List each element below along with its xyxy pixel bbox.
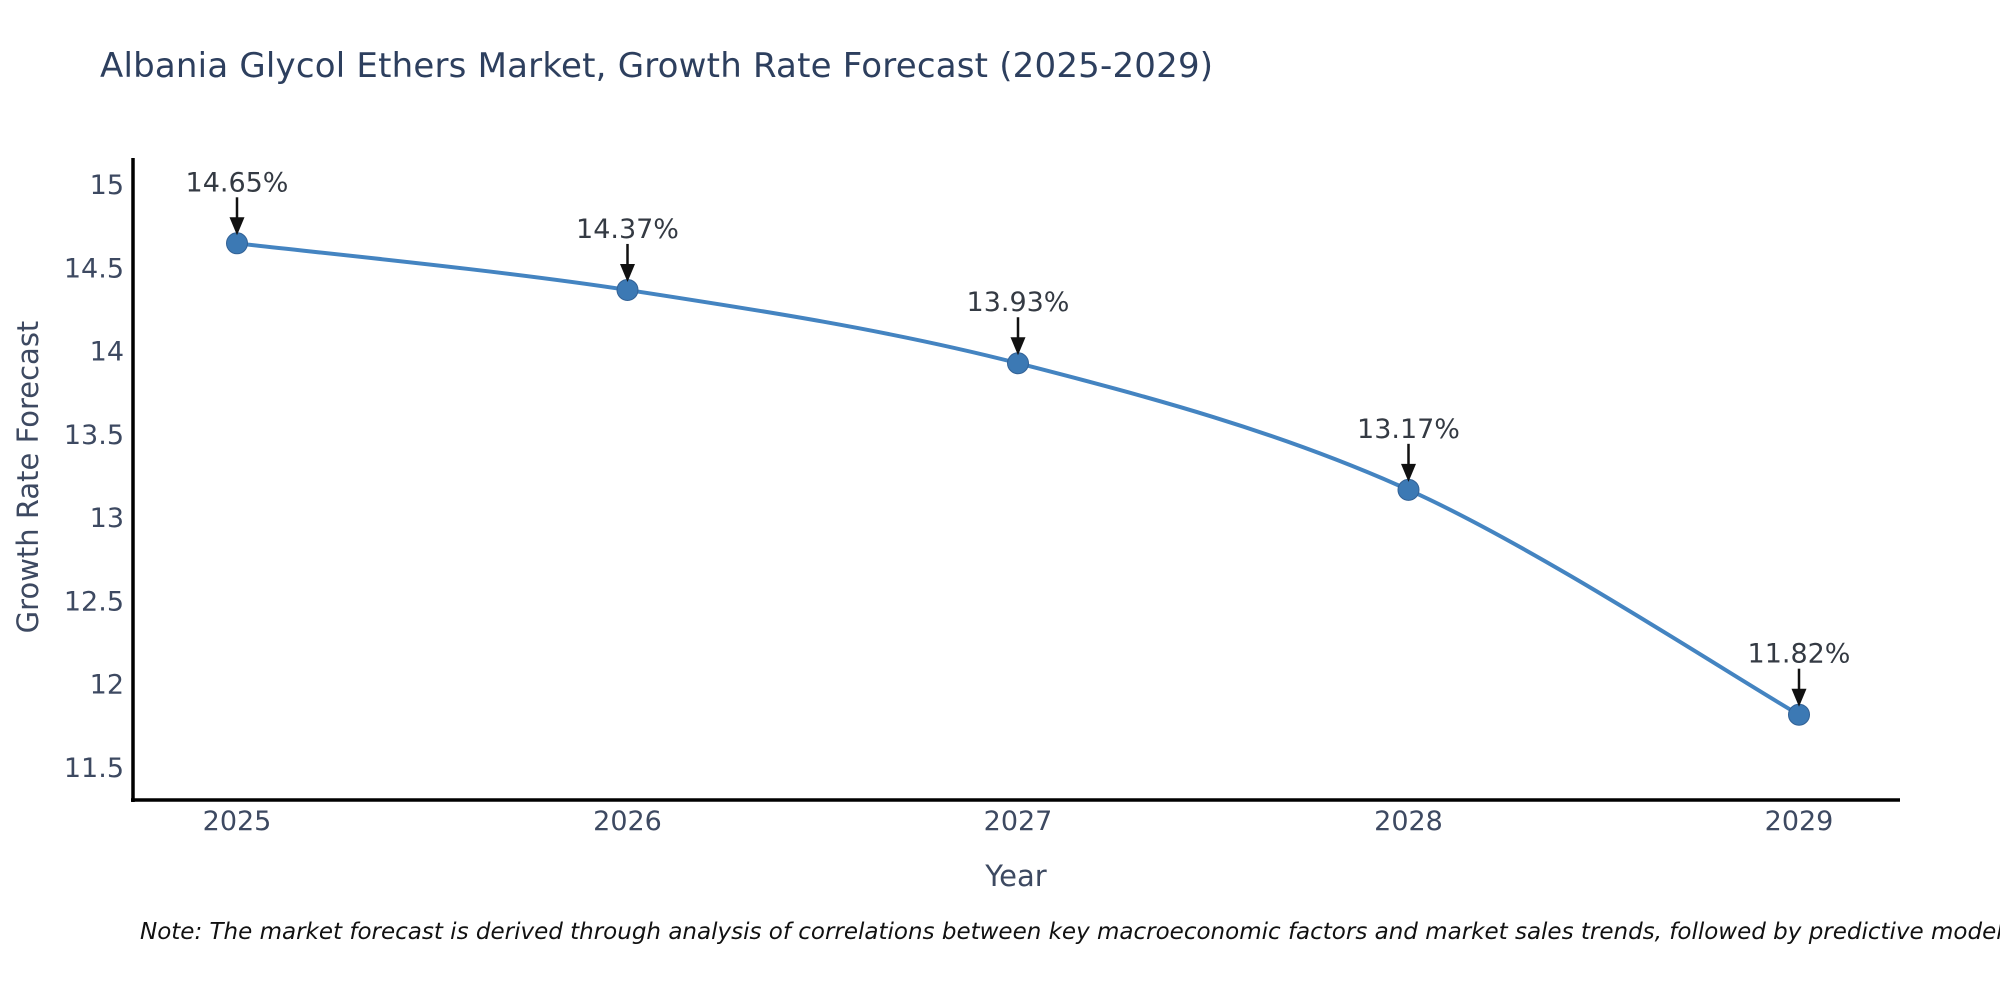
annotation-arrowhead-icon — [620, 263, 635, 282]
data-point-marker — [226, 232, 248, 255]
data-point-marker — [1397, 478, 1420, 501]
y-tick-label: 14 — [90, 337, 124, 368]
annotation-arrowhead-icon — [1401, 463, 1416, 482]
x-tick-label: 2028 — [1374, 806, 1443, 837]
y-tick-label: 12.5 — [64, 586, 124, 617]
y-tick-label: 13.5 — [64, 420, 124, 451]
annotation-label: 13.93% — [967, 287, 1070, 318]
annotation-arrowhead-icon — [1010, 337, 1026, 356]
y-tick-label: 11.5 — [64, 753, 124, 784]
x-axis-title: Year — [985, 859, 1047, 893]
x-tick-label: 2026 — [593, 806, 662, 837]
x-tick-label: 2029 — [1765, 806, 1834, 837]
y-tick-label: 13 — [90, 503, 124, 534]
annotation-arrowhead-icon — [229, 217, 245, 236]
x-tick-label: 2027 — [984, 806, 1053, 837]
y-tick-label: 14.5 — [64, 253, 124, 284]
data-point-marker — [1007, 352, 1029, 375]
data-point-marker — [616, 278, 639, 301]
annotation-arrowhead-icon — [1791, 688, 1807, 707]
chart-title: Albania Glycol Ethers Market, Growth Rat… — [100, 46, 1214, 86]
annotation-label: 13.17% — [1357, 414, 1460, 445]
footnote: Note: The market forecast is derived thr… — [140, 919, 2000, 945]
data-point-marker — [1788, 703, 1810, 726]
y-tick-label: 15 — [90, 170, 124, 201]
annotation-label: 14.65% — [186, 167, 289, 198]
annotation-label: 14.37% — [576, 214, 679, 245]
annotation-label: 11.82% — [1748, 639, 1851, 670]
x-tick-label: 2025 — [203, 806, 272, 837]
y-tick-label: 12 — [90, 670, 124, 701]
